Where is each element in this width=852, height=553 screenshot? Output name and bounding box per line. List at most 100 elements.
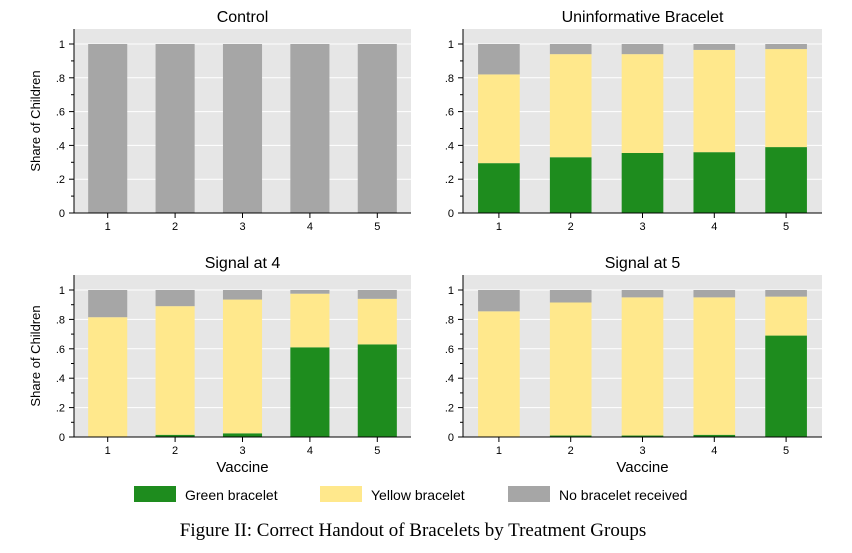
bar-yellow-1 (478, 74, 520, 164)
y-tick-label: .4 (445, 140, 454, 152)
bar-yellow-3 (621, 297, 664, 436)
bar-gray-1 (478, 290, 520, 312)
bar-green-4 (693, 152, 736, 213)
legend-label-green: Green bracelet (185, 487, 278, 503)
bar-gray-2 (549, 290, 592, 303)
bar-green-5 (765, 147, 807, 213)
bar-gray-4 (290, 290, 330, 294)
x-tick-label: 5 (783, 445, 789, 457)
panel-title: Signal at 5 (605, 255, 681, 272)
bar-green-2 (155, 434, 195, 437)
bar-green-5 (357, 344, 397, 437)
panel-1: 0 .2 .4 .6 .8 1 1 2 3 4 5 Control Share of Children (28, 9, 411, 233)
y-tick-label: 1 (448, 285, 454, 297)
bar-yellow-3 (621, 54, 664, 154)
y-tick-label: .8 (445, 73, 454, 85)
bar-yellow-5 (765, 49, 807, 148)
panel-4: 0 .2 .4 .6 .8 1 1 2 3 4 5 Signal at 5 Vaccine (445, 255, 822, 476)
legend-label-yellow: Yellow bracelet (371, 487, 465, 503)
y-tick-label: .2 (445, 174, 454, 186)
y-tick-label: .8 (56, 73, 65, 85)
legend-label-gray: No bracelet received (559, 487, 687, 503)
x-tick-label: 3 (239, 445, 245, 457)
bar-gray-4 (290, 44, 330, 213)
figure-caption: Figure II: Correct Handout of Bracelets … (180, 520, 646, 541)
bar-gray-3 (621, 290, 664, 298)
bar-gray-5 (765, 290, 807, 297)
y-tick-label: 1 (59, 39, 65, 51)
bar-gray-3 (222, 290, 263, 300)
y-tick-label: 0 (59, 208, 65, 220)
bar-green-5 (765, 335, 807, 437)
panel-title: Control (217, 9, 269, 26)
x-tick-label: 3 (639, 445, 645, 457)
bar-green-4 (693, 434, 736, 437)
bar-gray-5 (357, 290, 397, 299)
bar-yellow-4 (693, 49, 736, 153)
x-tick-label: 4 (307, 445, 313, 457)
legend-swatch-yellow (320, 486, 362, 502)
x-tick-label: 3 (239, 221, 245, 233)
y-tick-label: .8 (445, 314, 454, 326)
x-tick-label: 4 (711, 445, 717, 457)
y-tick-label: 1 (59, 285, 65, 297)
panel-title: Signal at 4 (205, 255, 281, 272)
bar-green-2 (549, 435, 592, 437)
y-tick-label: .2 (56, 174, 65, 186)
x-tick-label: 2 (568, 445, 574, 457)
bar-gray-5 (357, 44, 397, 213)
panel-3: 0 .2 .4 .6 .8 1 1 2 3 4 5 Signal at 4 Share of Child… (28, 255, 411, 476)
y-tick-label: 1 (448, 39, 454, 51)
bar-yellow-1 (88, 317, 128, 437)
bar-gray-4 (693, 290, 736, 298)
bar-gray-3 (222, 44, 263, 213)
panel-title: Uninformative Bracelet (562, 9, 724, 26)
bar-green-3 (222, 433, 263, 437)
legend: Green bracelet Yellow bracelet No bracel… (134, 486, 687, 503)
x-tick-label: 4 (307, 221, 313, 233)
bar-gray-4 (693, 44, 736, 50)
y-tick-label: .2 (445, 403, 454, 415)
bar-gray-1 (88, 44, 128, 213)
x-tick-label: 1 (105, 445, 111, 457)
panel-2: 0 .2 .4 .6 .8 1 1 2 3 4 5 Uninformative Bracelet (445, 9, 822, 233)
bar-green-2 (549, 157, 592, 213)
bar-green-1 (478, 163, 520, 213)
bar-yellow-5 (357, 298, 397, 345)
x-tick-label: 5 (374, 221, 380, 233)
bar-yellow-1 (478, 311, 520, 437)
x-tick-label: 2 (568, 221, 574, 233)
y-tick-label: .8 (56, 314, 65, 326)
bar-yellow-5 (765, 296, 807, 336)
y-tick-label: .2 (56, 403, 65, 415)
y-tick-label: .6 (56, 344, 65, 356)
bar-green-3 (621, 153, 664, 213)
bar-gray-3 (621, 44, 664, 55)
x-axis-label: Vaccine (616, 459, 668, 476)
x-tick-label: 3 (639, 221, 645, 233)
legend-swatch-green (134, 486, 176, 502)
bar-gray-1 (478, 44, 520, 75)
x-axis-label: Vaccine (216, 459, 268, 476)
x-tick-label: 1 (496, 221, 502, 233)
y-tick-label: .4 (56, 373, 65, 385)
bar-gray-2 (155, 44, 195, 213)
legend-swatch-gray (508, 486, 550, 502)
bar-green-3 (621, 435, 664, 437)
bar-yellow-4 (693, 297, 736, 435)
x-tick-label: 4 (711, 221, 717, 233)
bar-yellow-3 (222, 299, 263, 434)
y-tick-label: .6 (445, 344, 454, 356)
y-axis-label: Share of Children (28, 305, 43, 406)
y-axis-label: Share of Children (28, 70, 43, 171)
bar-green-4 (290, 347, 330, 437)
bar-yellow-2 (155, 306, 195, 435)
y-tick-label: 0 (448, 208, 454, 220)
bar-gray-2 (549, 44, 592, 55)
panels: 0 .2 .4 .6 .8 1 1 2 3 4 5 Control Share of Children 0… (28, 9, 822, 476)
bar-yellow-4 (290, 293, 330, 348)
x-tick-label: 5 (374, 445, 380, 457)
x-tick-label: 2 (172, 221, 178, 233)
